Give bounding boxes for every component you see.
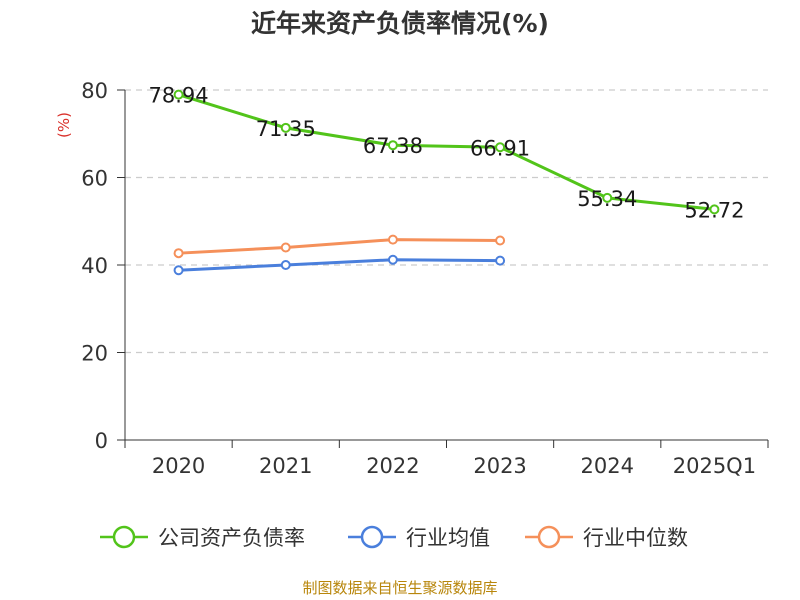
chart-title: 近年来资产负债率情况(%) <box>251 9 549 38</box>
x-tick-label: 2025Q1 <box>673 454 756 478</box>
source-text: 制图数据来自恒生聚源数据库 <box>302 579 498 597</box>
legend-marker <box>537 525 561 549</box>
data-label: 67.38 <box>363 134 423 158</box>
data-point <box>173 89 184 100</box>
data-label: 55.34 <box>577 187 637 211</box>
data-point <box>387 254 398 265</box>
data-label: 66.91 <box>470 136 530 160</box>
legend-label: 行业中位数 <box>583 526 688 550</box>
data-point <box>387 140 398 151</box>
data-point <box>280 242 291 253</box>
y-tick-label: 60 <box>81 167 108 191</box>
data-point <box>173 248 184 259</box>
data-label: 78.94 <box>149 84 209 108</box>
data-point <box>387 234 398 245</box>
data-point <box>602 192 613 203</box>
series-line <box>178 258 501 272</box>
data-point <box>495 235 506 246</box>
data-point <box>280 122 291 133</box>
data-point <box>495 255 506 266</box>
data-point <box>280 260 291 270</box>
x-tick-label: 2024 <box>581 454 634 478</box>
x-tick-label: 2022 <box>366 454 419 478</box>
series-line <box>178 238 501 255</box>
series-line <box>178 93 715 211</box>
y-tick-label: 40 <box>81 254 108 278</box>
legend-marker <box>112 525 136 549</box>
x-tick-label: 2020 <box>152 454 205 478</box>
legend-label: 公司资产负债率 <box>158 526 305 550</box>
data-point <box>495 142 506 153</box>
y-tick-label: 0 <box>95 429 108 453</box>
y-tick-label: 80 <box>81 79 108 103</box>
y-tick-label: 20 <box>81 342 108 366</box>
data-point <box>173 265 184 276</box>
y-axis-label: (%) <box>55 112 73 138</box>
data-label: 71.35 <box>256 117 316 141</box>
legend-marker <box>360 525 384 549</box>
legend-label: 行业均值 <box>406 526 490 550</box>
x-tick-label: 2021 <box>259 454 312 478</box>
x-tick-label: 2023 <box>473 454 526 478</box>
data-point <box>709 204 720 215</box>
data-label: 52.72 <box>684 198 744 222</box>
